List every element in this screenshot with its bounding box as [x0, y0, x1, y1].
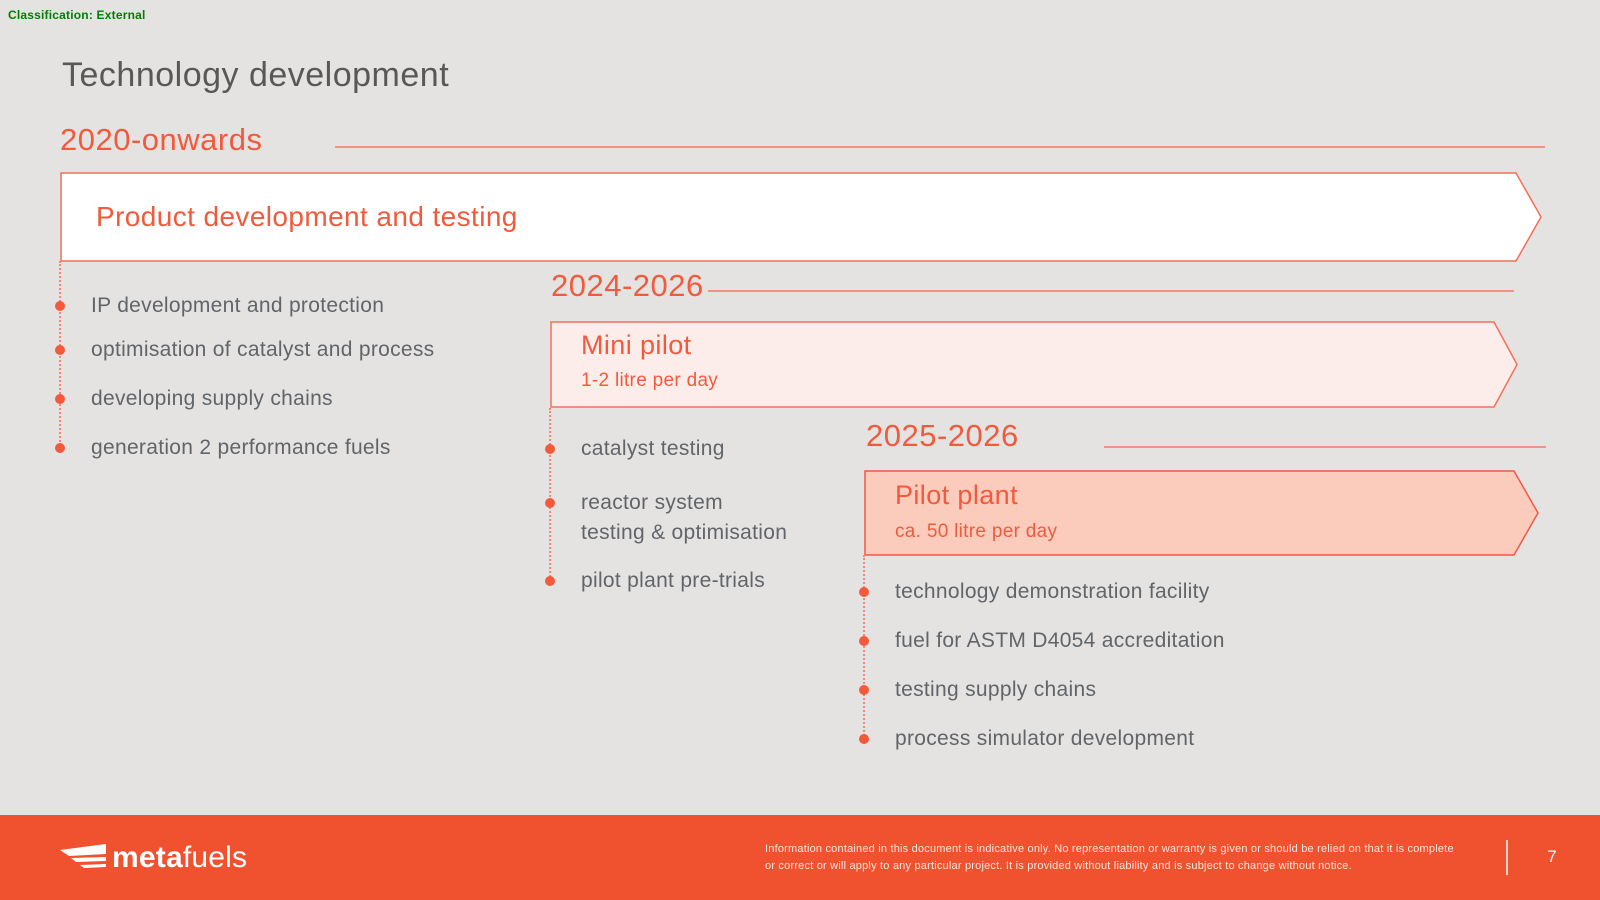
phase2-dotted-connector: [549, 408, 551, 584]
phase3-period-label: 2025-2026: [866, 418, 1019, 453]
metafuels-wing-icon: [60, 844, 106, 868]
bullet-dot: [545, 444, 555, 454]
phase2-period-label: 2024-2026: [551, 268, 704, 303]
phase3-arrow-box: [864, 470, 1539, 556]
classification-label: Classification: External: [8, 8, 146, 22]
phase2-period-line: [708, 290, 1514, 292]
phase1-period-line: [335, 146, 1545, 148]
phase1-period-label: 2020-onwards: [60, 122, 263, 157]
phase2-arrow-box: [550, 321, 1518, 408]
phase1-bullet-3: developing supply chains: [91, 387, 333, 410]
phase1-dotted-connector: [59, 261, 61, 453]
bullet-dot: [859, 685, 869, 695]
page-title: Technology development: [62, 56, 450, 94]
logo-text-meta: meta: [112, 840, 183, 874]
bullet-dot: [545, 576, 555, 586]
phase1-bullet-2: optimisation of catalyst and process: [91, 338, 435, 361]
bullet-dot: [55, 394, 65, 404]
phase1-bullet-1: IP development and protection: [91, 294, 385, 317]
logo-text-fuels: fuels: [182, 840, 248, 874]
phase2-bullet-2: reactor system testing & optimisation: [581, 491, 788, 544]
footer-disclaimer: Information contained in this document i…: [765, 842, 1454, 872]
phase1-bullet-4: generation 2 performance fuels: [91, 436, 391, 459]
phase1-box-title: Product development and testing: [96, 200, 518, 232]
phase1-arrow-box: [60, 172, 1542, 262]
page-number: 7: [1547, 847, 1557, 866]
metafuels-logo: meta fuels: [60, 815, 247, 900]
footer-bar: meta fuels Information contained in this …: [0, 815, 1600, 900]
bullet-dot: [545, 498, 555, 508]
phase3-bullet-2: fuel for ASTM D4054 accreditation: [895, 629, 1225, 652]
bullet-dot: [55, 443, 65, 453]
phase3-bullet-1: technology demonstration facility: [895, 580, 1210, 603]
phase2-box-title: Mini pilot: [581, 330, 692, 360]
bullet-dot: [55, 301, 65, 311]
phase2-bullet-1: catalyst testing: [581, 437, 725, 460]
bullet-dot: [859, 636, 869, 646]
phase2-bullet-3: pilot plant pre-trials: [581, 569, 766, 592]
footer-separator: [1506, 840, 1508, 875]
phase3-period-line: [1104, 446, 1546, 448]
phase3-bullet-4: process simulator development: [895, 727, 1195, 750]
phase3-dotted-connector: [863, 555, 865, 743]
phase3-bullet-3: testing supply chains: [895, 678, 1097, 701]
bullet-dot: [859, 734, 869, 744]
phase3-box-subtitle: ca. 50 litre per day: [895, 521, 1058, 542]
phase3-box-title: Pilot plant: [895, 480, 1018, 510]
bullet-dot: [55, 345, 65, 355]
bullet-dot: [859, 587, 869, 597]
phase2-box-subtitle: 1-2 litre per day: [581, 370, 719, 391]
